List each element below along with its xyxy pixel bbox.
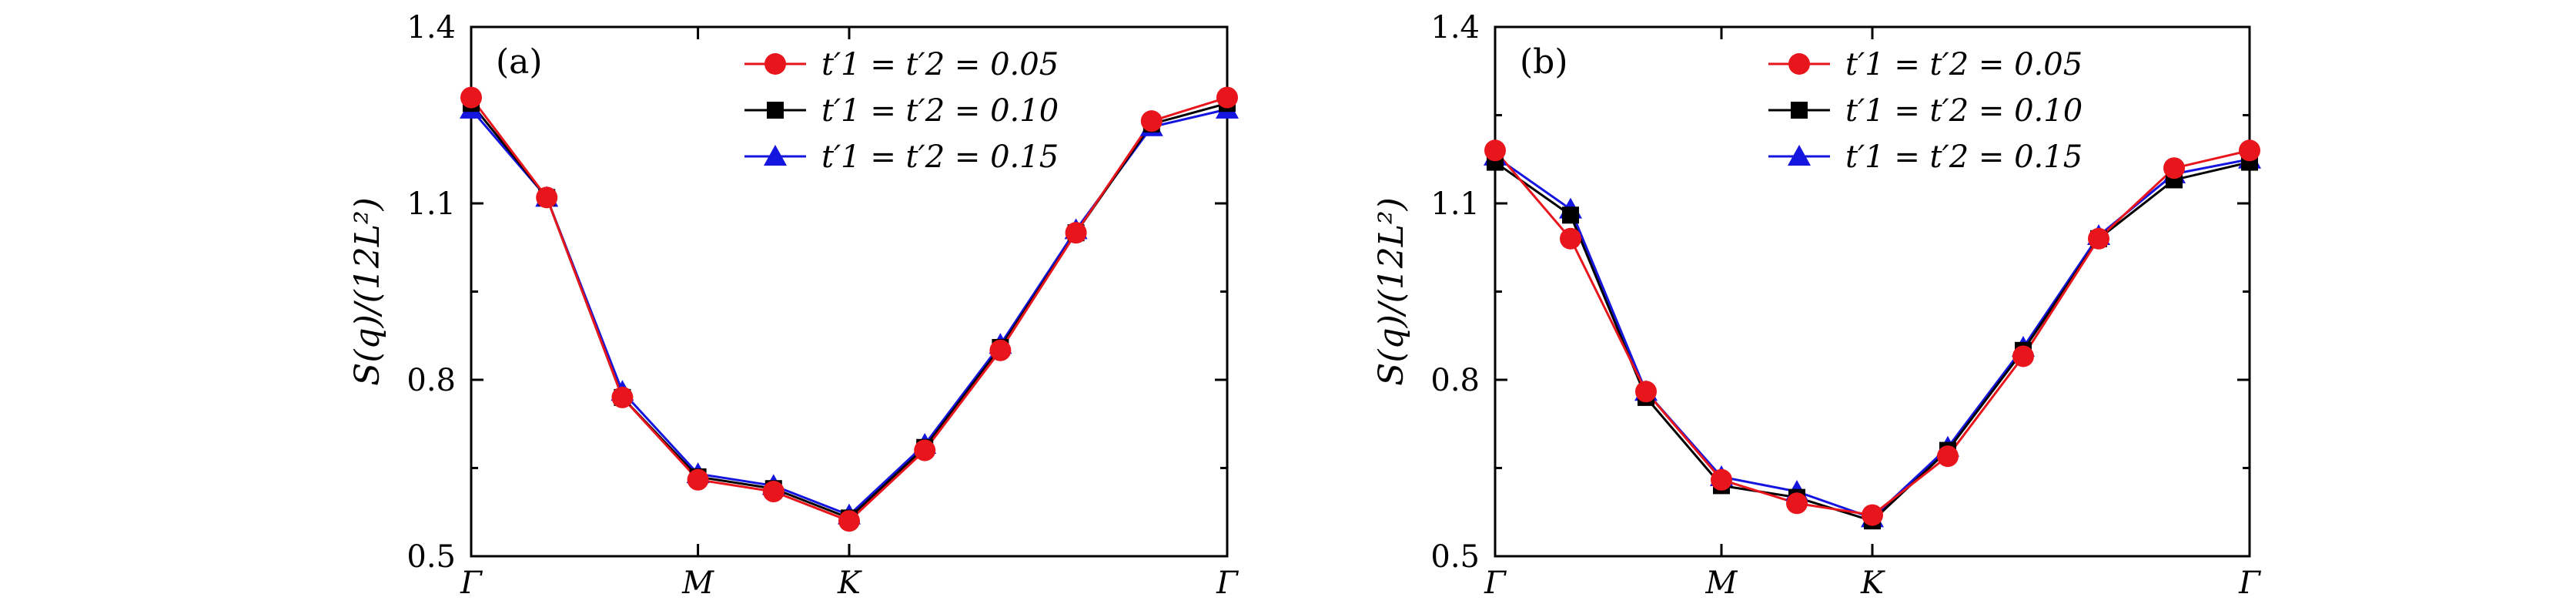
- data-point-circle: [1216, 86, 1238, 109]
- x-tick-label: K: [1860, 565, 1885, 601]
- data-point-circle: [1711, 468, 1732, 491]
- x-tick-label: Γ: [460, 565, 483, 601]
- legend-label: t′1 = t′2 = 0.05: [1845, 47, 2083, 82]
- data-point-circle: [838, 510, 860, 532]
- y-tick-label: 0.8: [1430, 363, 1480, 398]
- data-point-circle: [1635, 381, 1657, 403]
- data-point-circle: [1937, 445, 1959, 468]
- data-point-circle: [914, 439, 936, 461]
- y-tick-label: 1.1: [1430, 186, 1480, 222]
- legend-label: t′1 = t′2 = 0.10: [821, 93, 1059, 129]
- panel-label: (b): [1520, 42, 1568, 82]
- legend-marker-square: [1791, 102, 1808, 119]
- data-point-circle: [536, 186, 558, 209]
- series-line-square: [1494, 161, 2250, 522]
- y-tick-label: 1.4: [406, 10, 456, 45]
- legend-marker-circle: [1788, 53, 1810, 75]
- data-point-circle: [1065, 222, 1087, 244]
- chart-panel-a: 0.5 0.8 1.1 1.4 Γ M K Γ S(q)/(12L²) (a) t′1 = t′2 …: [348, 10, 1239, 601]
- data-point-circle: [1560, 227, 1581, 250]
- x-tick-label: Γ: [2238, 565, 2261, 601]
- legend-label: t′1 = t′2 = 0.15: [821, 139, 1059, 175]
- legend-marker-square: [767, 102, 784, 119]
- y-tick-label: 0.8: [406, 363, 456, 398]
- x-tick-label: Γ: [1216, 565, 1239, 601]
- legend-marker-triangle: [764, 145, 787, 166]
- data-point-circle: [762, 481, 785, 503]
- x-tick-label: K: [837, 565, 862, 601]
- y-axis-label: S(q)/(12L²): [1372, 197, 1411, 386]
- chart-panel-b: 0.5 0.8 1.1 1.4 Γ M K Γ S(q)/(12L²) (b) t′1 = t′2 …: [1372, 10, 2261, 601]
- legend-marker-circle: [764, 53, 786, 75]
- data-point-circle: [2088, 227, 2109, 250]
- panel-label: (a): [496, 42, 543, 82]
- y-axis-label: S(q)/(12L²): [348, 197, 387, 386]
- x-tick-label: M: [681, 565, 714, 601]
- data-point-circle: [1862, 504, 1883, 526]
- data-point-circle: [989, 339, 1012, 361]
- data-point-circle: [1484, 139, 1506, 162]
- data-point-circle: [1786, 492, 1808, 515]
- y-tick-label: 0.5: [1430, 539, 1480, 575]
- legend-marker-triangle: [1788, 145, 1811, 166]
- data-point-circle: [1140, 110, 1163, 133]
- y-tick-label: 1.4: [1430, 10, 1480, 45]
- data-point-circle: [460, 86, 482, 109]
- legend-label: t′1 = t′2 = 0.05: [821, 47, 1059, 82]
- y-tick-label: 1.1: [406, 186, 456, 222]
- data-point-circle: [2012, 345, 2034, 367]
- x-tick-label: M: [1705, 565, 1738, 601]
- data-point-circle: [687, 468, 709, 491]
- legend-label: t′1 = t′2 = 0.10: [1845, 93, 2083, 129]
- x-tick-label: Γ: [1484, 565, 1507, 601]
- legend-label: t′1 = t′2 = 0.15: [1845, 139, 2083, 175]
- data-point-square: [1562, 206, 1579, 224]
- data-point-circle: [611, 386, 634, 408]
- data-point-circle: [2239, 139, 2260, 162]
- y-tick-label: 0.5: [406, 539, 456, 575]
- data-point-circle: [2163, 157, 2185, 180]
